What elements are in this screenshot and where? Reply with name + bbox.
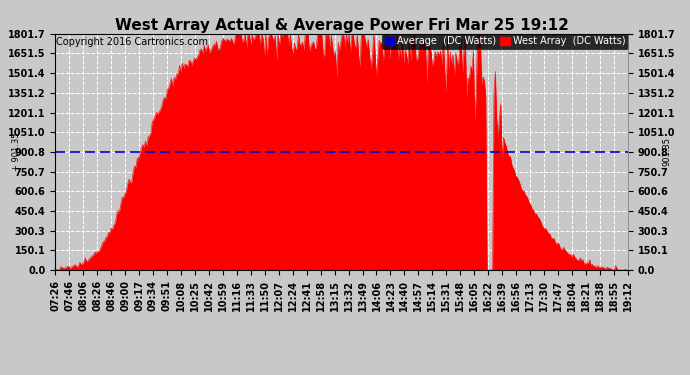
Title: West Array Actual & Average Power Fri Mar 25 19:12: West Array Actual & Average Power Fri Ma… [115,18,569,33]
Legend: Average  (DC Watts), West Array  (DC Watts): Average (DC Watts), West Array (DC Watts… [382,34,628,49]
Text: Copyright 2016 Cartronics.com: Copyright 2016 Cartronics.com [57,37,208,47]
Text: + 901.35: + 901.35 [12,133,21,171]
Text: 901.35: 901.35 [662,137,671,166]
